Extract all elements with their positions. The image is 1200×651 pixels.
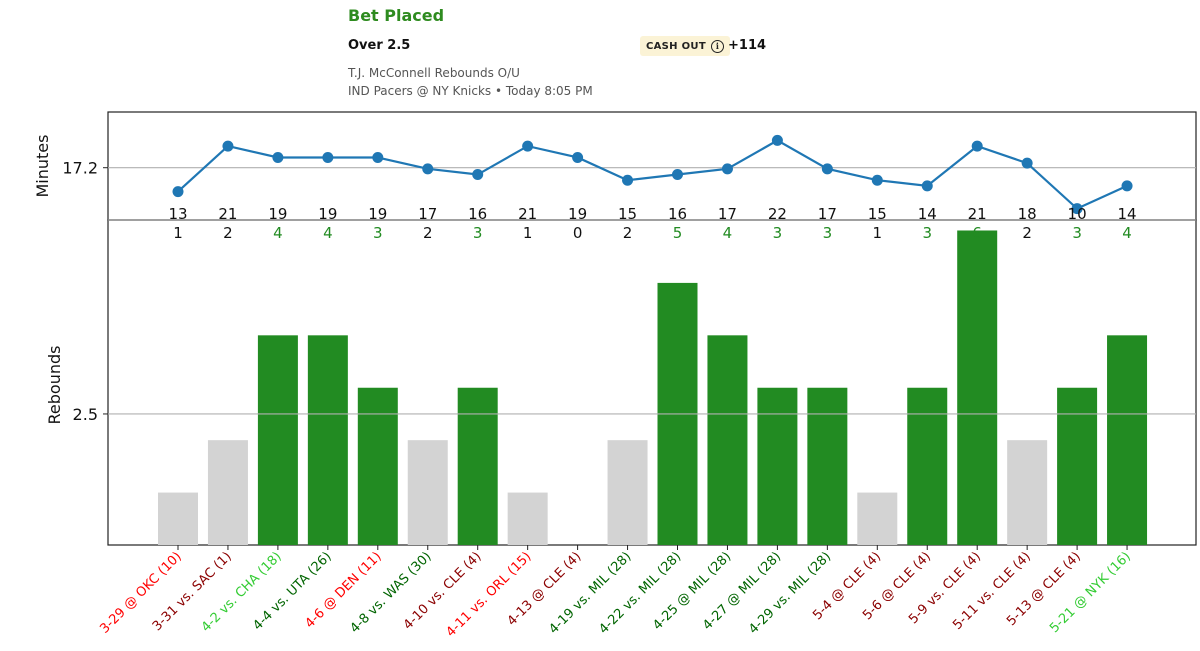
- minutes-point: [672, 169, 683, 181]
- rebounds-value-label: 3: [823, 224, 833, 242]
- minutes-value-label: 16: [468, 205, 487, 223]
- minutes-value-label: 14: [1118, 205, 1137, 223]
- rebounds-bar: [207, 440, 248, 545]
- minutes-value-label: 16: [668, 205, 687, 223]
- bet-selection: Over 2.5: [348, 38, 411, 53]
- bet-market: T.J. McConnell Rebounds O/U: [348, 66, 520, 80]
- minutes-value-label: 21: [218, 205, 237, 223]
- rebounds-ytick-label: 2.5: [73, 405, 98, 424]
- rebounds-value-label: 2: [423, 224, 433, 242]
- rebounds-bar: [407, 440, 448, 545]
- rebounds-value-label: 2: [223, 224, 233, 242]
- minutes-value-label: 14: [918, 205, 937, 223]
- minutes-plot-frame: [107, 111, 1197, 221]
- minutes-ytick-label: 17.2: [62, 159, 98, 178]
- rebounds-bar: [158, 492, 198, 545]
- minutes-point: [272, 151, 284, 163]
- minutes-point: [821, 163, 833, 175]
- rebounds-value-label: 1: [523, 224, 533, 242]
- rebounds-bar: [1107, 335, 1148, 545]
- minutes-value-label: 19: [268, 205, 287, 223]
- minutes-point: [222, 140, 234, 152]
- minutes-point: [721, 163, 733, 175]
- rebounds-bar: [1057, 387, 1098, 545]
- minutes-value-label: 19: [318, 205, 337, 223]
- minutes-value-label: 15: [618, 205, 637, 223]
- minutes-point: [1021, 157, 1033, 169]
- rebounds-bar: [807, 387, 848, 545]
- rebounds-value-label: 6: [972, 224, 982, 242]
- minutes-point: [172, 186, 184, 198]
- rebounds-value-label: 3: [922, 224, 932, 242]
- rebounds-bar: [957, 230, 998, 545]
- minutes-point: [472, 169, 484, 181]
- minutes-axis-label: Minutes: [33, 135, 52, 198]
- rebounds-bar: [857, 492, 898, 545]
- rebounds-value-label: 2: [623, 224, 633, 242]
- rebounds-value-label: 1: [173, 224, 183, 242]
- minutes-value-label: 19: [568, 205, 587, 223]
- minutes-value-label: 13: [168, 205, 187, 223]
- minutes-value-label: 17: [818, 205, 837, 223]
- rebounds-value-label: 3: [473, 224, 483, 242]
- minutes-point: [871, 174, 883, 186]
- minutes-value-label: 17: [718, 205, 737, 223]
- info-icon[interactable]: i: [710, 39, 724, 53]
- minutes-point: [322, 151, 334, 163]
- rebounds-value-label: 1: [873, 224, 883, 242]
- minutes-point: [771, 134, 783, 146]
- minutes-point: [372, 151, 384, 163]
- minutes-point: [422, 163, 434, 175]
- rebounds-bar: [607, 440, 648, 545]
- minutes-point: [1071, 203, 1083, 215]
- rebounds-bar: [307, 335, 348, 545]
- rebounds-value-label: 4: [273, 224, 283, 242]
- minutes-value-label: 10: [1068, 205, 1087, 223]
- rebounds-value-label: 4: [1122, 224, 1132, 242]
- bet-event: IND Pacers @ NY Knicks • Today 8:05 PM: [348, 84, 593, 98]
- minutes-point: [921, 180, 933, 192]
- minutes-point: [1121, 180, 1133, 192]
- rebounds-value-label: 3: [373, 224, 383, 242]
- minutes-value-label: 21: [518, 205, 537, 223]
- rebounds-bar: [357, 387, 398, 545]
- rebounds-bar: [1007, 440, 1048, 545]
- rebounds-bar: [507, 492, 548, 545]
- minutes-point: [522, 140, 534, 152]
- rebounds-value-label: 3: [1072, 224, 1082, 242]
- bet-odds: +114: [728, 38, 767, 53]
- cash-out-label: CASH OUT: [646, 40, 706, 52]
- rebounds-value-label: 4: [323, 224, 333, 242]
- rebounds-bar: [457, 387, 498, 545]
- game-label: 3-29 @ OKC (10): [97, 549, 184, 636]
- minutes-value-label: 15: [868, 205, 887, 223]
- minutes-value-label: 18: [1018, 205, 1037, 223]
- minutes-value-label: 21: [968, 205, 987, 223]
- rebounds-value-label: 4: [723, 224, 733, 242]
- game-label: 4-11 vs. ORL (15): [443, 549, 534, 640]
- rebounds-value-label: 2: [1022, 224, 1032, 242]
- rebounds-value-label: 5: [673, 224, 683, 242]
- rebounds-bar: [757, 387, 798, 545]
- rebounds-value-label: 0: [573, 224, 583, 242]
- minutes-value-label: 22: [768, 205, 787, 223]
- cash-out-button[interactable]: CASH OUT i: [640, 36, 730, 56]
- rebounds-value-label: 3: [773, 224, 783, 242]
- rebounds-bar: [907, 387, 948, 545]
- minutes-value-label: 19: [368, 205, 387, 223]
- minutes-series-line: [177, 139, 1128, 210]
- rebounds-bar: [257, 335, 298, 545]
- minutes-point: [971, 140, 983, 152]
- bet-status-title: Bet Placed: [348, 6, 445, 25]
- minutes-value-label: 17: [418, 205, 437, 223]
- rebounds-axis-label: Rebounds: [45, 346, 64, 425]
- minutes-point: [622, 174, 634, 186]
- minutes-point: [572, 151, 584, 163]
- rebounds-bar: [707, 335, 748, 545]
